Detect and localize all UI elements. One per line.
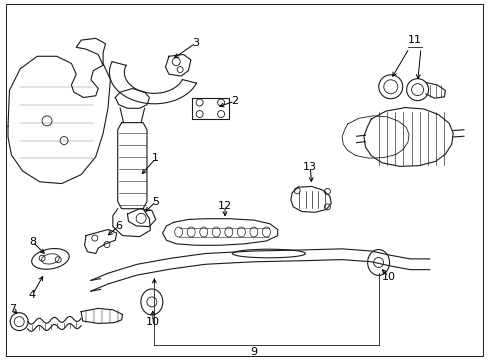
Text: 2: 2 bbox=[231, 96, 238, 106]
Text: 9: 9 bbox=[250, 347, 257, 357]
Text: 5: 5 bbox=[152, 197, 159, 207]
Text: 3: 3 bbox=[192, 38, 199, 48]
Text: 7: 7 bbox=[9, 304, 17, 314]
Text: 12: 12 bbox=[218, 201, 232, 211]
Text: 13: 13 bbox=[303, 162, 317, 172]
Text: 6: 6 bbox=[115, 221, 122, 231]
Text: 10: 10 bbox=[145, 317, 160, 327]
Text: 10: 10 bbox=[381, 272, 394, 282]
Text: 4: 4 bbox=[29, 290, 36, 300]
Text: 11: 11 bbox=[407, 35, 421, 45]
Text: 8: 8 bbox=[29, 237, 36, 247]
Text: 1: 1 bbox=[152, 153, 159, 163]
